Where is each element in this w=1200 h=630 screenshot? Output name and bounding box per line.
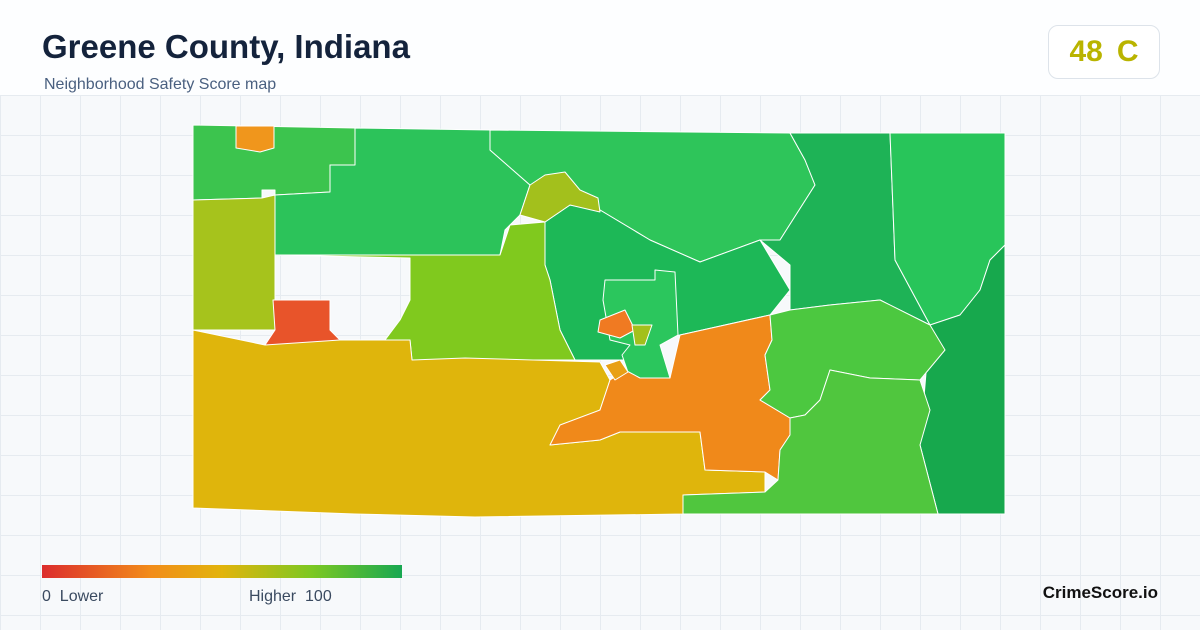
title: Greene County, Indiana — [42, 28, 410, 65]
header — [0, 0, 1200, 95]
legend-max: Higher 100 — [249, 588, 332, 606]
region — [597, 309, 636, 339]
legend-gradient — [42, 565, 402, 578]
grade: C — [1116, 35, 1139, 68]
region — [631, 324, 653, 346]
region — [274, 221, 576, 361]
legend-max-label: Higher — [249, 588, 297, 605]
legend-min: 0 Lower — [42, 588, 103, 606]
region — [192, 194, 276, 331]
score-badge: 48 C — [1048, 25, 1160, 79]
region — [682, 369, 939, 515]
subtitle: Neighborhood Safety Score map — [44, 76, 277, 93]
region — [264, 299, 341, 346]
brand: CrimeScore.io — [1042, 583, 1158, 602]
region — [235, 125, 275, 153]
score: 48 — [1069, 35, 1103, 68]
region — [604, 359, 629, 381]
legend-min-value: 0 — [42, 588, 51, 605]
legend-min-label: Lower — [59, 588, 104, 605]
legend-max-value: 100 — [305, 588, 332, 605]
region — [519, 171, 601, 223]
